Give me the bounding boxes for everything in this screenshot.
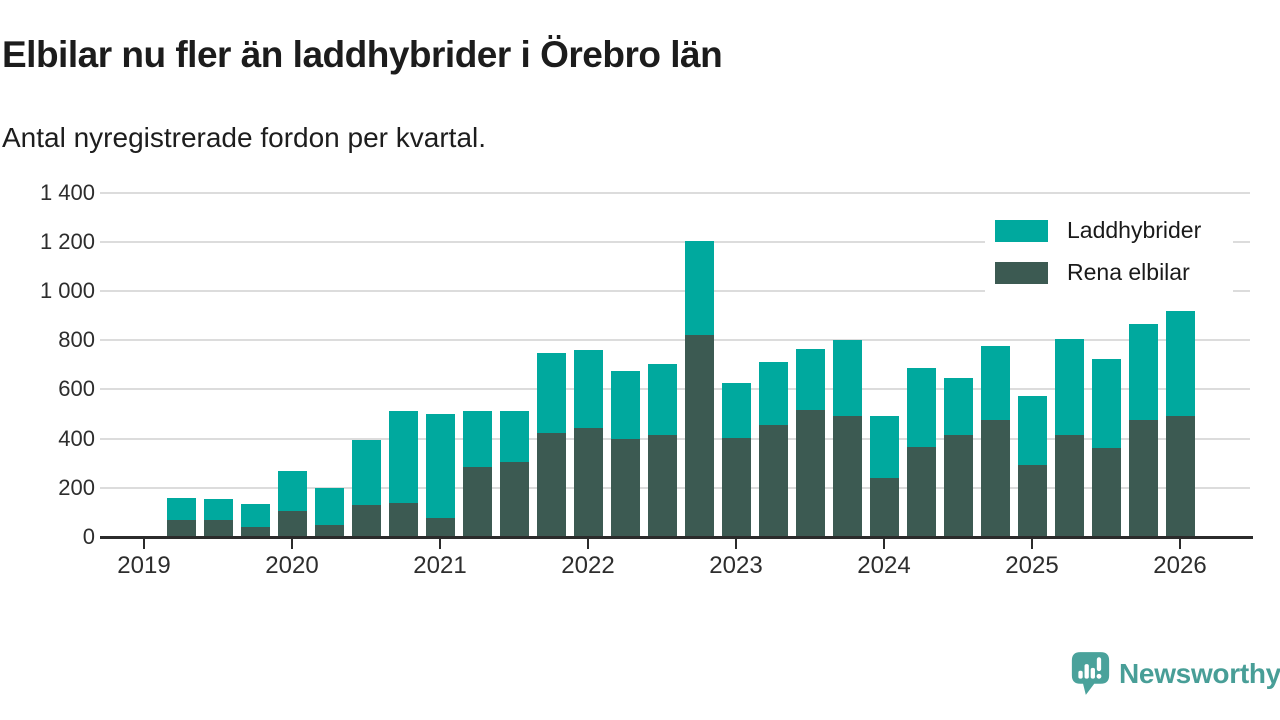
bar-laddhybrider-q2-2023 <box>758 362 788 426</box>
gridline-1400 <box>100 191 1250 194</box>
legend-item-rena-elbilar: Rena elbilar <box>995 259 1233 286</box>
bar-laddhybrider-q2-2020 <box>314 487 344 525</box>
bar-laddhybrider-q3-2019 <box>203 498 233 520</box>
bar-laddhybrider-q1-2022 <box>573 349 603 428</box>
x-axis-label-2022: 2022 <box>561 552 615 579</box>
x-axis-label-2023: 2023 <box>709 552 763 579</box>
bar-rena-elbilar-q3-2019 <box>203 519 233 537</box>
chart-subtitle: Antal nyregistrerade fordon per kvartal. <box>2 122 487 153</box>
y-axis-label-1400: 1 400 <box>39 179 95 205</box>
bar-rena-elbilar-q3-2021 <box>499 462 529 537</box>
bar-laddhybrider-q4-2022 <box>684 240 714 336</box>
bar-rena-elbilar-q1-2022 <box>573 427 603 537</box>
legend: Laddhybrider Rena elbilar <box>985 206 1233 292</box>
y-axis-label-200: 200 <box>58 474 95 500</box>
brand-footer: Newsworthy <box>1070 650 1280 697</box>
gridline-1200 <box>100 240 1250 243</box>
bar-rena-elbilar-q3-2020 <box>351 504 381 537</box>
bar-rena-elbilar-q3-2024 <box>943 434 973 537</box>
bar-laddhybrider-q4-2021 <box>536 352 566 434</box>
bar-rena-elbilar-q1-2023 <box>721 438 751 537</box>
x-axis-line <box>100 536 1253 539</box>
legend-swatch-laddhybrider <box>995 219 1048 242</box>
bar-rena-elbilar-q3-2022 <box>647 434 677 537</box>
bar-laddhybrider-q4-2024 <box>980 345 1010 421</box>
bar-laddhybrider-q3-2021 <box>499 410 529 463</box>
x-axis-label-2021: 2021 <box>413 552 467 579</box>
bar-laddhybrider-q1-2025 <box>1017 395 1047 466</box>
bar-rena-elbilar-q4-2025 <box>1128 420 1158 537</box>
bar-rena-elbilar-q2-2022 <box>610 438 640 537</box>
legend-label-rena-elbilar: Rena elbilar <box>1067 259 1190 285</box>
bar-laddhybrider-q4-2019 <box>240 503 270 528</box>
bar-laddhybrider-q3-2024 <box>943 378 973 435</box>
x-axis-tick-2021 <box>439 539 441 549</box>
bar-rena-elbilar-q1-2021 <box>425 518 455 537</box>
bar-rena-elbilar-q1-2024 <box>869 478 899 537</box>
bar-laddhybrider-q4-2020 <box>388 411 418 504</box>
bar-rena-elbilar-q2-2025 <box>1054 435 1084 537</box>
x-axis-label-2026: 2026 <box>1153 552 1207 579</box>
bar-laddhybrider-q3-2023 <box>795 348 825 411</box>
bar-rena-elbilar-q1-2025 <box>1017 465 1047 537</box>
x-axis-tick-2019 <box>143 539 145 549</box>
y-axis-label-800: 800 <box>58 327 95 353</box>
bar-rena-elbilar-q1-2020 <box>277 511 307 537</box>
bar-laddhybrider-q2-2022 <box>610 370 640 439</box>
legend-item-laddhybrider: Laddhybrider <box>995 217 1233 244</box>
bar-laddhybrider-q3-2020 <box>351 440 381 505</box>
bar-laddhybrider-q3-2025 <box>1091 359 1121 448</box>
bar-laddhybrider-q4-2023 <box>832 340 862 417</box>
newsworthy-logo-icon <box>1070 650 1111 697</box>
bar-laddhybrider-q3-2022 <box>647 363 677 435</box>
y-axis-label-600: 600 <box>58 376 95 402</box>
bar-rena-elbilar-q2-2019 <box>166 519 196 537</box>
x-axis-tick-2022 <box>587 539 589 549</box>
x-axis-tick-2024 <box>883 539 885 549</box>
bar-rena-elbilar-q4-2020 <box>388 503 418 537</box>
gridline-1000 <box>100 290 1250 292</box>
bar-rena-elbilar-q2-2023 <box>758 425 788 537</box>
y-axis-label-0: 0 <box>82 524 95 549</box>
x-axis-tick-2023 <box>735 539 737 549</box>
brand-name: Newsworthy <box>1119 657 1280 689</box>
bar-laddhybrider-q1-2024 <box>869 415 899 479</box>
bar-rena-elbilar-q4-2021 <box>536 433 566 537</box>
bar-laddhybrider-q2-2019 <box>166 497 196 520</box>
bar-laddhybrider-q4-2025 <box>1128 324 1158 421</box>
bar-rena-elbilar-q1-2026 <box>1165 416 1195 537</box>
bar-laddhybrider-q2-2024 <box>906 368 936 447</box>
gridline-800 <box>100 339 1250 342</box>
bar-rena-elbilar-q3-2025 <box>1091 447 1121 537</box>
bar-laddhybrider-q1-2023 <box>721 382 751 439</box>
bar-rena-elbilar-q2-2020 <box>314 524 344 537</box>
bar-rena-elbilar-q4-2022 <box>684 335 714 537</box>
legend-label-laddhybrider: Laddhybrider <box>1067 217 1202 243</box>
y-axis-label-1200: 1 200 <box>39 228 95 254</box>
chart-title: Elbilar nu fler än laddhybrider i Örebro… <box>2 34 723 75</box>
x-axis-label-2025: 2025 <box>1005 552 1059 579</box>
bar-laddhybrider-q1-2021 <box>425 414 455 519</box>
bar-laddhybrider-q1-2020 <box>277 470 307 512</box>
bar-rena-elbilar-q4-2024 <box>980 420 1010 537</box>
x-axis-tick-2025 <box>1031 539 1033 549</box>
bar-rena-elbilar-q4-2023 <box>832 416 862 537</box>
bar-rena-elbilar-q3-2023 <box>795 410 825 537</box>
x-axis-label-2020: 2020 <box>265 552 319 579</box>
bar-rena-elbilar-q2-2024 <box>906 446 936 537</box>
y-axis-label-1000: 1 000 <box>39 278 95 303</box>
y-axis-label-400: 400 <box>58 425 95 451</box>
bar-rena-elbilar-q4-2019 <box>240 527 270 537</box>
bar-laddhybrider-q2-2025 <box>1054 338 1084 436</box>
x-axis-tick-2020 <box>291 539 293 549</box>
bar-laddhybrider-q2-2021 <box>462 410 492 468</box>
x-axis-label-2019: 2019 <box>117 552 171 579</box>
bar-laddhybrider-q1-2026 <box>1165 311 1195 417</box>
bar-rena-elbilar-q2-2021 <box>462 467 492 537</box>
x-axis-tick-2026 <box>1179 539 1181 549</box>
legend-swatch-rena-elbilar <box>995 261 1048 284</box>
x-axis-label-2024: 2024 <box>857 552 911 579</box>
